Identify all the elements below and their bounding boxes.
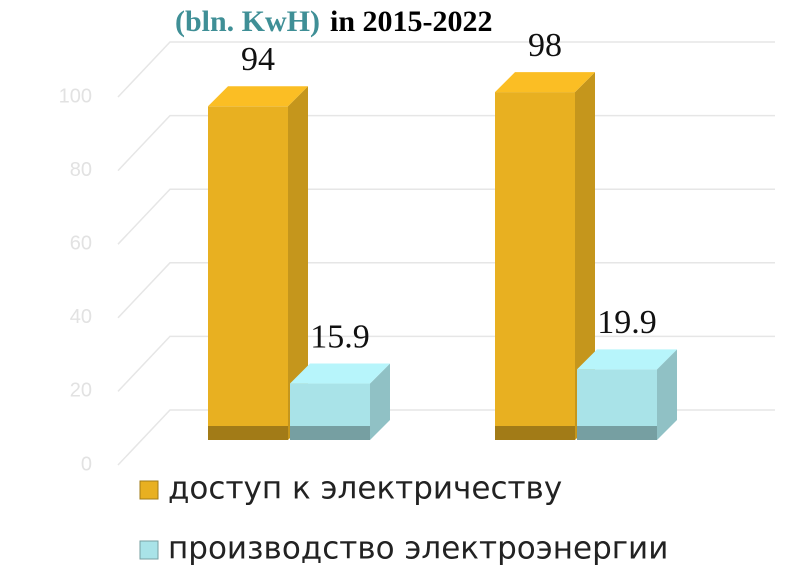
value-label: 98 [528, 27, 562, 64]
chart-title-unit: (bln. KwH) [175, 5, 320, 38]
value-label: 19.9 [597, 304, 657, 341]
bar-front [495, 92, 575, 440]
bar-front [208, 106, 288, 441]
y-tick-label: 20 [70, 380, 92, 402]
legend-marker [139, 480, 159, 500]
y-tick-label: 60 [70, 232, 92, 254]
value-label: 94 [241, 41, 275, 78]
bar-top [290, 363, 390, 384]
grid-line [117, 41, 775, 98]
bar-base [495, 426, 575, 440]
bar [290, 363, 390, 440]
value-label: 15.9 [310, 318, 370, 355]
bar [495, 72, 595, 440]
chart-title: in 2015-2022 [330, 5, 493, 38]
y-tick-label: 0 [81, 453, 92, 475]
y-tick-label: 80 [70, 159, 92, 181]
y-tick-label: 100 [59, 85, 92, 107]
bar-side [370, 363, 390, 440]
legend-label: доступ к электричеству [168, 471, 562, 507]
y-tick-label: 40 [70, 306, 92, 328]
bar-top [577, 349, 677, 370]
legend-label: производство электроэнергии [168, 531, 668, 567]
bar-side [288, 86, 308, 441]
legend-marker [139, 540, 159, 560]
bar-base [290, 426, 370, 440]
bar-base [577, 426, 657, 440]
bar [577, 349, 677, 440]
bar-side [575, 72, 595, 440]
bar-top [495, 72, 595, 93]
bar [208, 86, 308, 441]
bar-side [657, 349, 677, 440]
bar-base [208, 426, 288, 440]
bar-top [208, 86, 308, 107]
